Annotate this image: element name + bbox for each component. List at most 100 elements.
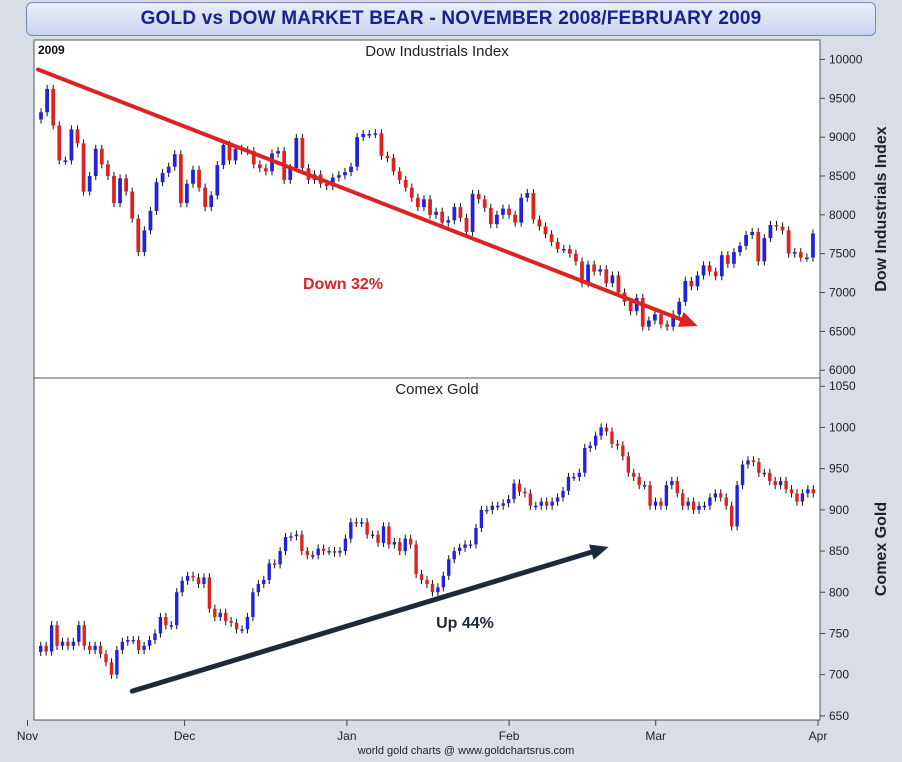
trend-arrow-line-dow — [36, 67, 683, 322]
candle-body — [550, 501, 554, 506]
candle-body — [316, 548, 320, 556]
candle-body — [561, 249, 566, 251]
candle-body — [221, 144, 226, 166]
candle-body — [691, 501, 696, 510]
candle-body — [501, 208, 505, 215]
candle-body — [677, 301, 682, 315]
candle-body — [332, 551, 337, 553]
candle-body — [349, 522, 353, 539]
candle-body — [130, 191, 135, 219]
candle-body — [681, 493, 685, 506]
candle-body — [441, 575, 446, 588]
candle-body — [757, 462, 761, 473]
candle-body — [367, 134, 372, 136]
candle-body — [476, 193, 481, 200]
candle-body — [321, 548, 326, 552]
candle-body — [142, 645, 146, 650]
candle-body — [496, 505, 500, 508]
candle-body — [106, 164, 110, 176]
candle-body — [99, 148, 104, 165]
candle-body — [327, 551, 331, 553]
candle-body — [158, 616, 163, 634]
candle-body — [567, 249, 572, 254]
candle-body — [180, 580, 184, 593]
candle-body — [543, 226, 548, 235]
y-tick-label: 950 — [829, 462, 849, 476]
candle-body — [485, 509, 489, 512]
candle-body — [746, 460, 750, 465]
candle-body — [69, 129, 74, 161]
candle-body — [610, 275, 615, 284]
candle-body — [87, 645, 92, 650]
y-tick-label: 9000 — [829, 130, 856, 144]
candle-body — [55, 625, 59, 646]
y-tick-label: 7500 — [829, 247, 856, 261]
candle-body — [300, 137, 305, 169]
y-axis-title-gold: Comex Gold — [873, 502, 890, 596]
candle-body — [549, 234, 554, 243]
candle-body — [616, 275, 621, 293]
candle-body — [463, 544, 467, 548]
y-tick-label: 650 — [829, 709, 849, 723]
candle-body — [178, 154, 183, 204]
candle-body — [695, 275, 700, 287]
candle-body — [148, 210, 153, 231]
candle-body — [474, 527, 478, 545]
candle-body — [523, 491, 527, 494]
candle-body — [621, 445, 625, 457]
x-tick-label-jan: Jan — [337, 729, 356, 743]
candle-body — [488, 207, 493, 225]
candle-body — [482, 199, 487, 208]
candle-body — [470, 193, 475, 232]
candle-body — [49, 625, 54, 652]
candle-body — [452, 207, 457, 221]
candle-body — [136, 218, 141, 253]
candle-body — [355, 137, 359, 167]
candle-body — [82, 625, 86, 646]
candle-body — [517, 483, 522, 492]
candle-body — [744, 235, 748, 246]
candle-body — [93, 645, 97, 650]
candle-body — [626, 456, 630, 473]
candle-body — [452, 551, 456, 560]
candle-body — [555, 242, 560, 250]
candle-body — [360, 522, 364, 524]
candle-body — [784, 481, 788, 490]
candle-body — [642, 485, 647, 487]
candle-body — [240, 629, 244, 631]
candle-body — [628, 301, 633, 312]
candle-body — [574, 253, 578, 262]
candle-body — [120, 641, 125, 650]
candle-body — [751, 460, 756, 463]
candle-body — [490, 505, 494, 510]
candle-body — [45, 88, 50, 113]
candle-body — [580, 261, 584, 284]
candle-body — [185, 575, 190, 581]
candle-body — [528, 493, 533, 506]
candle-body — [425, 579, 429, 585]
candle-body — [256, 584, 261, 593]
candle-body — [115, 649, 119, 675]
candle-body — [740, 464, 745, 486]
y-tick-label: 700 — [829, 668, 849, 682]
candle-body — [724, 497, 728, 506]
candle-body — [604, 427, 609, 432]
candle-body — [604, 269, 609, 284]
candle-body — [634, 297, 639, 312]
candle-body — [142, 230, 147, 253]
candle-body — [507, 208, 511, 215]
candle-body — [289, 536, 293, 538]
candle-body — [648, 485, 652, 506]
candle-body — [57, 125, 62, 161]
candle-body — [397, 171, 402, 180]
candle-body — [330, 177, 335, 187]
candle-body — [701, 265, 706, 276]
candle-body — [735, 485, 739, 527]
candle-body — [264, 168, 268, 172]
y-tick-label: 8500 — [829, 169, 856, 183]
candle-body — [175, 592, 179, 626]
candle-body — [203, 187, 208, 208]
candle-body — [387, 526, 391, 545]
